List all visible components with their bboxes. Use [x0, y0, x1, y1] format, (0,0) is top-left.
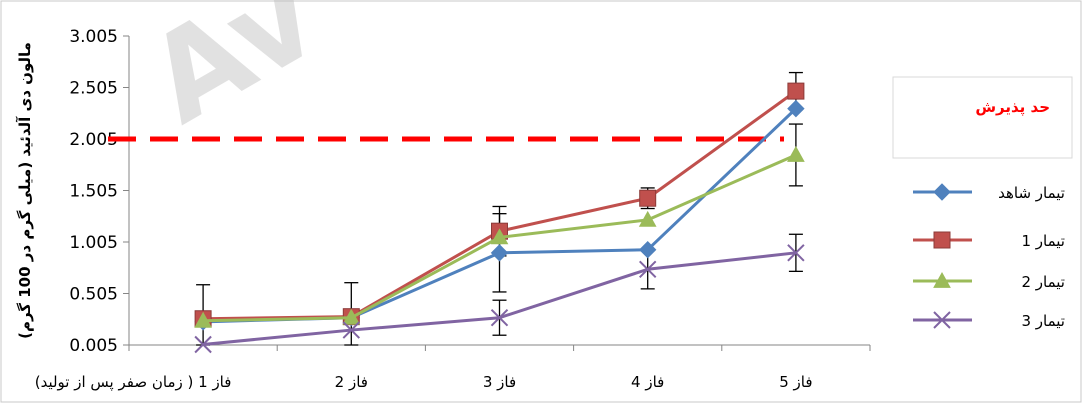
legend-label: تیمار شاهد: [998, 184, 1065, 202]
data-point: [787, 244, 805, 262]
legend-marker: [933, 271, 951, 288]
legend-label: تیمار 3: [1021, 312, 1065, 330]
data-point: [639, 189, 657, 207]
x-tick-label: فاز 5: [779, 373, 812, 391]
data-point: [490, 228, 509, 245]
x-tick-label: فاز 1 ( زمان صفر پس از تولید): [35, 373, 232, 392]
series-group: [194, 71, 805, 354]
legend-item-1: تیمار شاهد: [913, 183, 1065, 202]
y-tick-label: 0.505: [69, 285, 118, 305]
y-tick-label: 1.005: [69, 233, 118, 253]
data-point: [342, 308, 361, 325]
y-tick-label: 3.005: [69, 27, 118, 47]
x-tick-label: فاز 3: [483, 373, 516, 391]
legend-marker: [933, 183, 951, 201]
data-point: [194, 311, 212, 328]
legend-reference-label: حد پذیرش: [975, 98, 1050, 117]
legend-reference-box: [892, 76, 1073, 159]
legend-marker: [933, 311, 951, 329]
series-3: [194, 145, 805, 328]
data-point: [194, 335, 212, 354]
data-point: [787, 145, 805, 162]
data-point: [787, 99, 805, 118]
data-point: [490, 308, 509, 327]
y-axis-title: مالون دی آلدئید (میلی گرم در 100 گرم): [16, 42, 34, 339]
y-tick-label: 0.005: [69, 336, 118, 356]
data-point: [638, 260, 657, 279]
legend-marker: [933, 231, 951, 249]
legend-label: تیمار 1: [1021, 232, 1065, 250]
series-4: [194, 244, 805, 354]
x-tick-label: فاز 2: [335, 373, 368, 391]
legend-item-4: تیمار 3: [913, 311, 1065, 330]
legend-item-2: تیمار 1: [913, 231, 1065, 250]
axes: 0.005 0.505 1.005 1.505 2.005 2.505 3.005 فاز 1…: [16, 27, 871, 392]
y-tick-label: 2.005: [69, 130, 118, 150]
legend-label: تیمار 2: [1021, 273, 1065, 291]
data-point: [638, 241, 657, 259]
x-tick-label: فاز 4: [631, 373, 664, 391]
y-tick-label: 1.505: [69, 182, 118, 202]
data-point: [342, 321, 361, 339]
data-point: [787, 82, 805, 100]
legend-reference-item: حد پذیرش: [892, 76, 1073, 159]
legend: حد پذیرش تیمار شاهد تیمار 1 تیمار 2 تیمار 3: [892, 76, 1073, 330]
legend-item-3: تیمار 2: [913, 271, 1065, 291]
data-point: [490, 244, 509, 262]
data-point: [638, 210, 657, 227]
y-tick-label: 2.505: [69, 79, 118, 99]
